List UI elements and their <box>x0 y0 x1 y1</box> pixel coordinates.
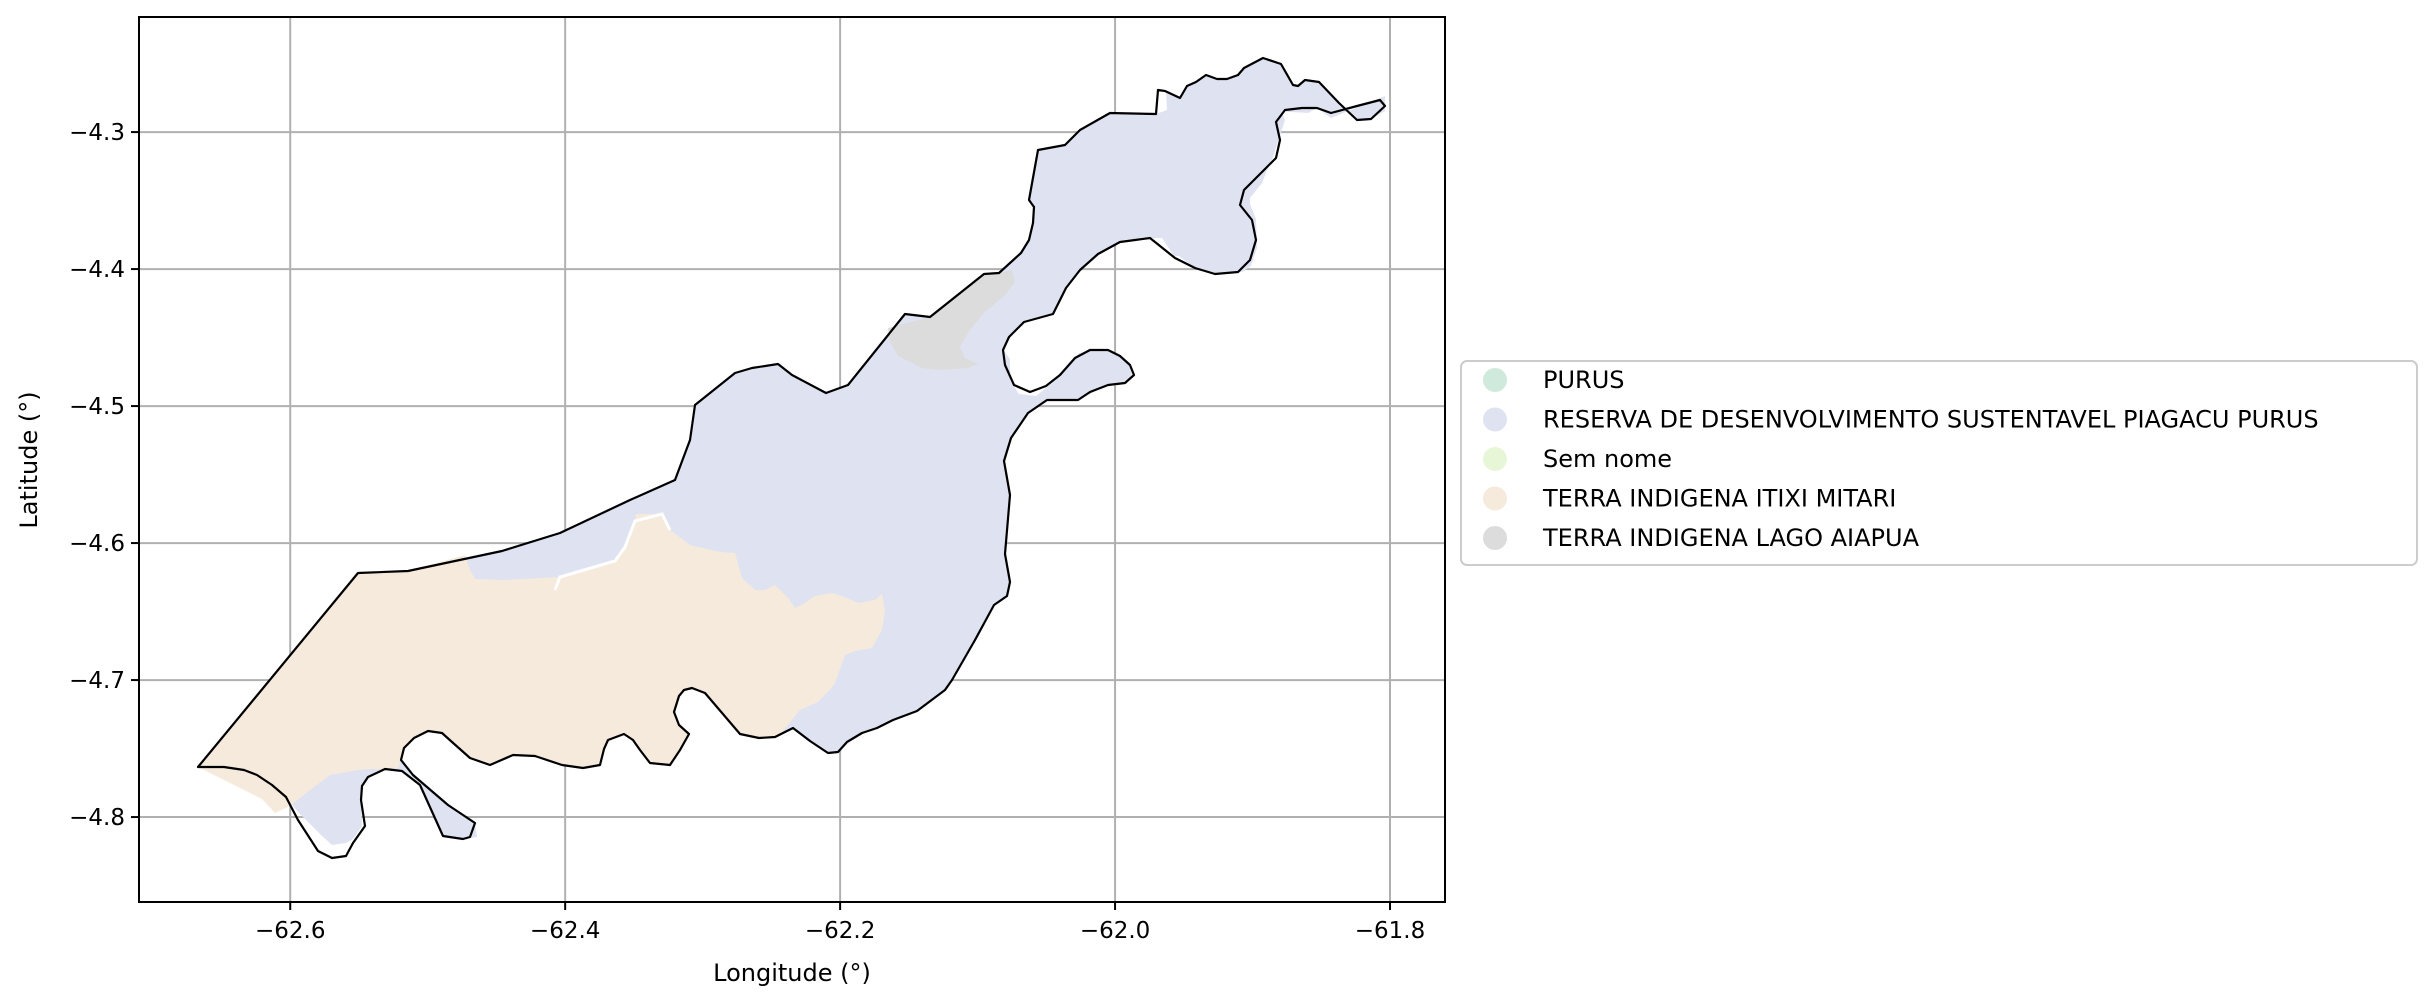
legend-marker <box>1483 407 1507 432</box>
legend-marker <box>1483 486 1507 511</box>
legend-frame <box>1460 360 2418 566</box>
legend-label: TERRA INDIGENA LAGO AIAPUA <box>1542 524 1920 552</box>
y-tick-label: −4.6 <box>69 531 125 557</box>
y-axis-label: Latitude (°) <box>15 391 43 528</box>
x-tick-label: −62.0 <box>1080 918 1150 944</box>
legend-label: TERRA INDIGENA ITIXI MITARI <box>1542 485 1896 513</box>
x-tick-label: −62.2 <box>805 918 875 944</box>
y-axis-ticks: −4.3 −4.4 −4.5 −4.6 −4.7 −4.8 <box>69 120 139 831</box>
legend-marker <box>1483 526 1507 550</box>
plot-frame <box>138 16 1446 903</box>
x-tick-label: −62.4 <box>530 918 600 944</box>
x-tick-label: −61.8 <box>1355 918 1425 944</box>
legend: PURUS RESERVA DE DESENVOLVIMENTO SUSTENTA… <box>1460 360 2418 566</box>
y-tick-label: −4.3 <box>69 120 125 146</box>
y-tick-label: −4.4 <box>69 257 125 283</box>
x-axis-label: Longitude (°) <box>713 959 871 987</box>
map-regions <box>196 56 1387 860</box>
legend-label: Sem nome <box>1543 445 1672 473</box>
y-tick-label: −4.8 <box>69 805 125 831</box>
y-tick-label: −4.5 <box>69 394 125 420</box>
x-axis-ticks: −62.6 −62.4 −62.2 −62.0 −61.8 <box>255 902 1425 944</box>
legend-marker <box>1483 447 1507 471</box>
outer-boundary <box>196 56 1387 860</box>
y-tick-label: −4.7 <box>69 668 125 694</box>
region-terra-indigena-itixi-mitari <box>198 514 885 813</box>
x-tick-label: −62.6 <box>255 918 325 944</box>
legend-label: RESERVA DE DESENVOLVIMENTO SUSTENTAVEL P… <box>1543 406 2319 434</box>
legend-marker <box>1483 368 1507 392</box>
region-terra-indigena-lago-aiapua <box>888 270 1015 370</box>
region-boundary-gap <box>553 512 672 591</box>
legend-label: PURUS <box>1543 366 1625 394</box>
